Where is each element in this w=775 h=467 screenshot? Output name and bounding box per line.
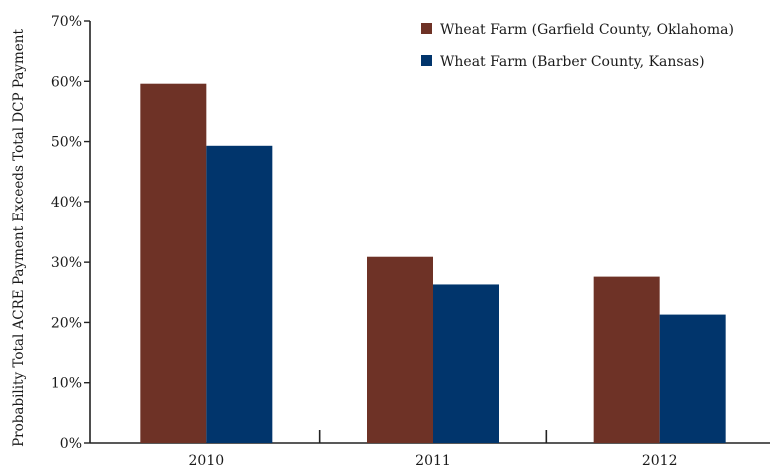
legend-label: Wheat Farm (Barber County, Kansas) bbox=[440, 54, 705, 70]
bar-2012-barber bbox=[659, 314, 726, 443]
bar-2011-garfield bbox=[367, 256, 433, 443]
legend-swatch bbox=[421, 55, 432, 66]
legend: Wheat Farm (Garfield County, Oklahoma) Wh… bbox=[421, 22, 734, 70]
legend-swatch bbox=[421, 23, 432, 34]
x-tick-label: 2012 bbox=[642, 453, 678, 467]
y-tick-label: 0% bbox=[60, 436, 82, 452]
bars bbox=[140, 83, 726, 443]
bar-2011-barber bbox=[433, 284, 499, 443]
y-tick-label: 70% bbox=[51, 14, 82, 30]
y-tick-label: 50% bbox=[51, 135, 82, 151]
y-axis-label: Probability Total ACRE Payment Exceeds T… bbox=[11, 29, 27, 447]
legend-label: Wheat Farm (Garfield County, Oklahoma) bbox=[440, 22, 734, 38]
bar-2012-garfield bbox=[593, 276, 660, 443]
y-tick-label: 10% bbox=[51, 376, 82, 392]
bar-2010-garfield bbox=[140, 83, 207, 443]
x-axis-labels: 2010 2011 2012 bbox=[189, 453, 678, 467]
x-tick-label: 2011 bbox=[415, 453, 451, 467]
y-tick-label: 30% bbox=[51, 255, 82, 271]
bar-2010-barber bbox=[206, 145, 273, 443]
y-tick-label: 40% bbox=[51, 195, 82, 211]
y-tick-label: 60% bbox=[51, 74, 82, 90]
x-tick-label: 2010 bbox=[189, 453, 225, 467]
y-axis-ticks: 0% 10% 20% 30% 40% 50% 60% 70% bbox=[51, 14, 90, 452]
y-tick-label: 20% bbox=[51, 315, 82, 331]
